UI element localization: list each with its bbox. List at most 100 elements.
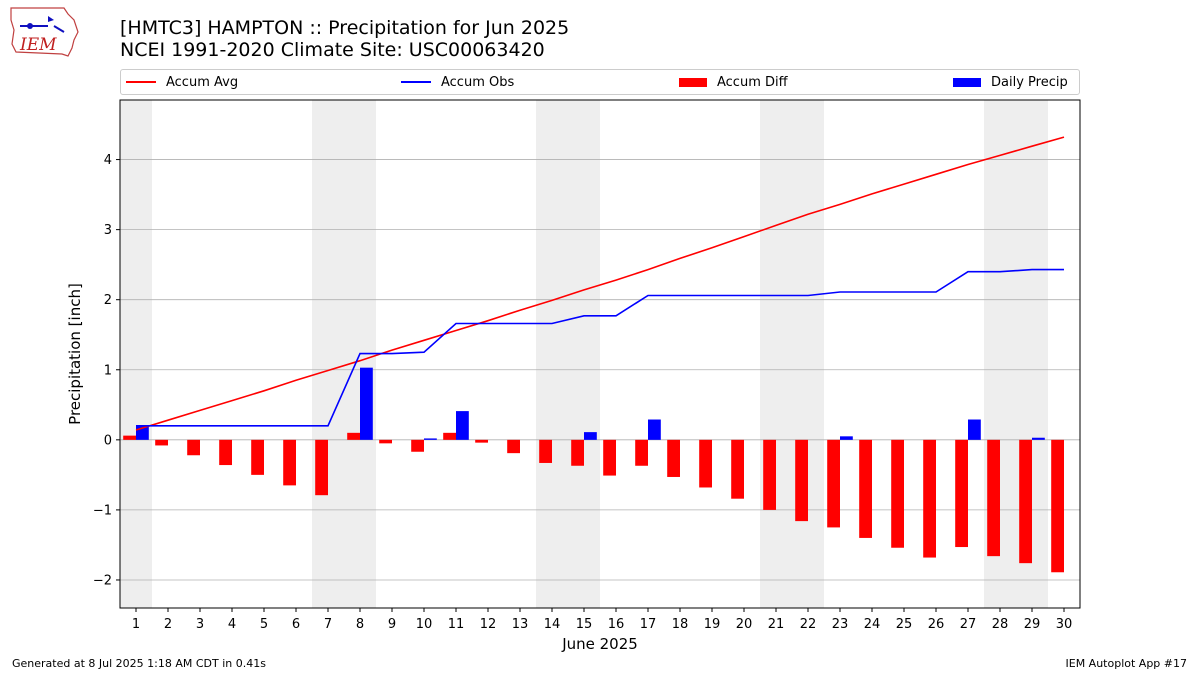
y-tick-label: 3 <box>104 223 112 238</box>
x-tick-label: 10 <box>416 617 433 632</box>
y-tick-label: 1 <box>104 363 112 378</box>
x-tick-label: 1 <box>132 617 140 632</box>
lines <box>135 136 1065 431</box>
x-tick-label: 18 <box>672 617 689 632</box>
accum-diff-bar-day-21 <box>763 439 776 510</box>
legend-item-accum-avg: Accum Avg <box>126 70 238 94</box>
y-tick-label: −2 <box>93 573 112 588</box>
legend-label: Accum Diff <box>717 74 788 90</box>
x-tick-label: 20 <box>736 617 753 632</box>
accum-diff-bar-day-12 <box>475 439 488 443</box>
x-tick-label: 3 <box>196 617 204 632</box>
x-tick-label: 24 <box>864 617 881 632</box>
daily-precip-bar-day-23 <box>840 436 853 440</box>
x-tick-label: 19 <box>704 617 721 632</box>
legend-swatch-blue-bar <box>953 77 981 87</box>
accum-diff-bar-day-11 <box>443 432 456 440</box>
x-tick-label: 12 <box>480 617 497 632</box>
y-axis-label: Precipitation [inch] <box>66 283 84 425</box>
legend-item-daily-precip: Daily Precip <box>953 70 1068 94</box>
weekend-shade-day-22 <box>792 100 824 608</box>
x-axis-label: June 2025 <box>561 635 638 653</box>
accum-diff-bar-day-24 <box>859 439 872 538</box>
accum-diff-bar-day-17 <box>635 439 648 466</box>
accum-diff-bar-day-23 <box>827 439 840 528</box>
plot-frame <box>119 99 1081 609</box>
chart-title: [HMTC3] HAMPTON :: Precipitation for Jun… <box>120 17 569 61</box>
daily-precip-bar-day-27 <box>968 419 981 440</box>
accum-avg-line <box>135 136 1065 431</box>
legend-label: Daily Precip <box>991 74 1068 90</box>
accum-diff-bar-day-3 <box>187 439 200 456</box>
x-tick-label: 8 <box>356 617 364 632</box>
accum-diff-bar-day-14 <box>539 439 552 463</box>
title-line-2: NCEI 1991-2020 Climate Site: USC00063420 <box>120 39 545 61</box>
weekend-shade-day-1 <box>120 100 152 608</box>
iem-logo: IEM <box>8 6 80 60</box>
accum-diff-bar-day-8 <box>347 432 360 440</box>
weekend-shade-day-21 <box>760 100 792 608</box>
x-tick-label: 30 <box>1056 617 1073 632</box>
accum-diff-bar-day-5 <box>251 439 264 475</box>
x-tick-label: 25 <box>896 617 913 632</box>
x-tick-label: 9 <box>388 617 396 632</box>
accum-diff-bar-day-22 <box>795 439 808 522</box>
daily-precip-bar-day-17 <box>648 419 661 440</box>
weekend-shading <box>120 100 1048 608</box>
accum-diff-bar-day-4 <box>219 439 232 466</box>
y-tick-label: 0 <box>104 433 112 448</box>
weekend-shade-day-7 <box>312 100 344 608</box>
accum-diff-bar-day-15 <box>571 439 584 466</box>
bars <box>123 367 1064 573</box>
x-tick-label: 5 <box>260 617 268 632</box>
accum-diff-bar-day-27 <box>955 439 968 548</box>
accum-diff-bar-day-26 <box>923 439 936 558</box>
footer-app: IEM Autoplot App #17 <box>1065 657 1188 670</box>
y-tick-label: 2 <box>104 293 112 308</box>
y-tick-label: −1 <box>93 503 112 518</box>
footer-generated: Generated at 8 Jul 2025 1:18 AM CDT in 0… <box>12 657 266 670</box>
legend: Accum Avg Accum Obs Accum Diff Daily Pre… <box>120 69 1080 95</box>
x-tick-label: 15 <box>576 617 593 632</box>
x-tick-label: 21 <box>768 617 785 632</box>
accum-diff-bar-day-29 <box>1019 439 1032 564</box>
daily-precip-bar-day-10 <box>424 438 437 440</box>
daily-precip-bar-day-29 <box>1032 437 1045 440</box>
legend-swatch-red-bar <box>679 77 707 87</box>
gridlines <box>120 159 1080 581</box>
legend-item-accum-diff: Accum Diff <box>679 70 788 94</box>
legend-label: Accum Avg <box>166 74 239 90</box>
x-tick-label: 22 <box>800 617 817 632</box>
legend-item-accum-obs: Accum Obs <box>401 70 514 94</box>
accum-diff-bar-day-16 <box>603 439 616 476</box>
accum-diff-bar-day-25 <box>891 439 904 548</box>
accum-diff-bar-day-10 <box>411 439 424 452</box>
x-tick-label: 26 <box>928 617 945 632</box>
x-tick-label: 29 <box>1024 617 1041 632</box>
x-tick-label: 11 <box>448 617 465 632</box>
y-tick-label: 4 <box>104 153 112 168</box>
accum-diff-bar-day-18 <box>667 439 680 477</box>
accum-diff-bar-day-13 <box>507 439 520 454</box>
x-tick-label: 7 <box>324 617 332 632</box>
x-tick-label: 28 <box>992 617 1009 632</box>
x-tick-label: 14 <box>544 617 561 632</box>
accum-obs-line <box>136 268 1064 427</box>
daily-precip-bar-day-15 <box>584 432 597 440</box>
daily-precip-bar-day-11 <box>456 411 469 440</box>
logo-text: IEM <box>19 35 57 55</box>
x-tick-label: 27 <box>960 617 977 632</box>
x-tick-label: 2 <box>164 617 172 632</box>
legend-swatch-red-line <box>126 81 156 83</box>
accum-diff-bar-day-28 <box>987 439 1000 557</box>
x-tick-label: 6 <box>292 617 300 632</box>
x-tick-label: 13 <box>512 617 529 632</box>
weekend-shade-day-14 <box>536 100 568 608</box>
legend-label: Accum Obs <box>441 74 515 90</box>
accum-diff-bar-day-6 <box>283 439 296 486</box>
x-tick-label: 16 <box>608 617 625 632</box>
accum-diff-bar-day-30 <box>1051 439 1064 573</box>
accum-diff-bar-day-20 <box>731 439 744 499</box>
